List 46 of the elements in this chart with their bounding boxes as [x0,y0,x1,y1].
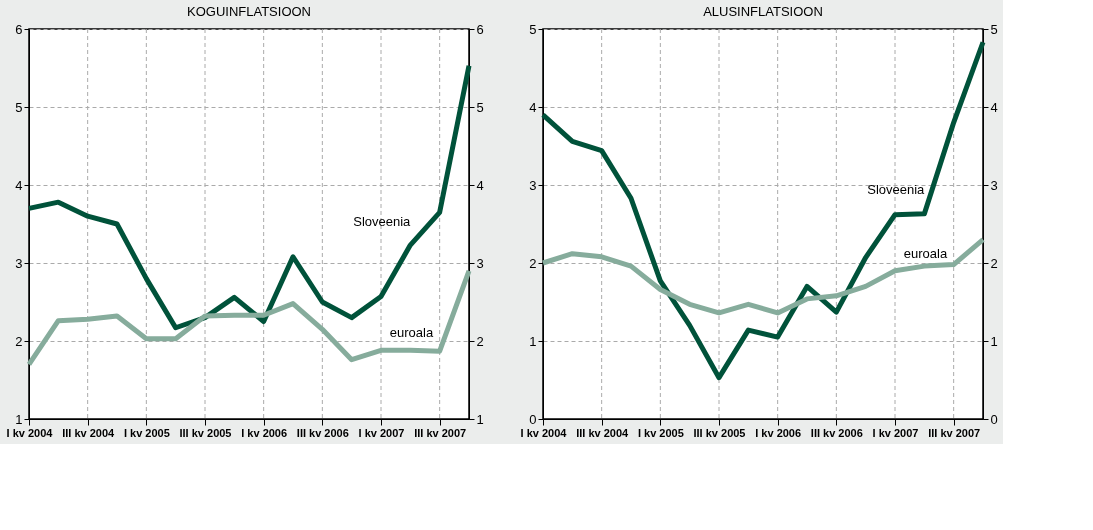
y-tick-label: 2 [529,255,537,271]
x-tick-label: I kv 2007 [358,426,405,439]
chart-title: KOGUINFLATSIOON [187,4,311,19]
series-label: Sloveenia [867,182,926,198]
y2-tick-label: 2 [476,333,484,349]
series-label: euroala [903,245,948,261]
y2-tick-label: 3 [476,255,484,271]
y2-tick-label: 4 [990,99,998,115]
x-tick-label: I kv 2007 [872,426,919,439]
x-tick-label: I kv 2005 [637,426,684,439]
y2-tick-label: 2 [990,255,998,271]
y2-tick-label: 6 [476,21,484,37]
y-tick-label: 5 [15,99,23,115]
y2-tick-label: 5 [990,21,998,37]
y-tick-label: 4 [15,177,23,193]
y2-tick-label: 4 [476,177,484,193]
x-tick-label: III kv 2007 [414,426,467,439]
y-tick-label: 6 [15,21,23,37]
x-tick-label: I kv 2004 [520,426,568,439]
x-tick-label: III kv 2005 [693,426,746,439]
x-tick-label: III kv 2004 [62,426,116,439]
series-label: euroala [389,325,434,341]
y2-tick-label: 1 [476,411,484,427]
x-tick-label: III kv 2006 [296,426,349,439]
y-tick-label: 1 [529,333,537,349]
y-tick-label: 3 [15,255,23,271]
x-tick-label: III kv 2004 [576,426,630,439]
y-tick-label: 5 [529,21,537,37]
y-tick-label: 2 [15,333,23,349]
y2-tick-label: 5 [476,99,484,115]
y-tick-label: 4 [529,99,537,115]
x-tick-label: I kv 2005 [123,426,170,439]
x-tick-label: III kv 2006 [810,426,863,439]
y2-tick-label: 1 [990,333,998,349]
y-tick-label: 1 [15,411,23,427]
chart-title: ALUSINFLATSIOON [703,4,823,19]
series-label: Sloveenia [353,213,412,229]
y-tick-label: 3 [529,177,537,193]
x-tick-label: I kv 2006 [241,426,288,439]
y2-tick-label: 0 [990,411,998,427]
x-tick-label: III kv 2007 [928,426,981,439]
x-tick-label: I kv 2006 [755,426,802,439]
x-tick-label: I kv 2004 [6,426,54,439]
y2-tick-label: 3 [990,177,998,193]
x-tick-label: III kv 2005 [179,426,232,439]
y-tick-label: 0 [529,411,537,427]
